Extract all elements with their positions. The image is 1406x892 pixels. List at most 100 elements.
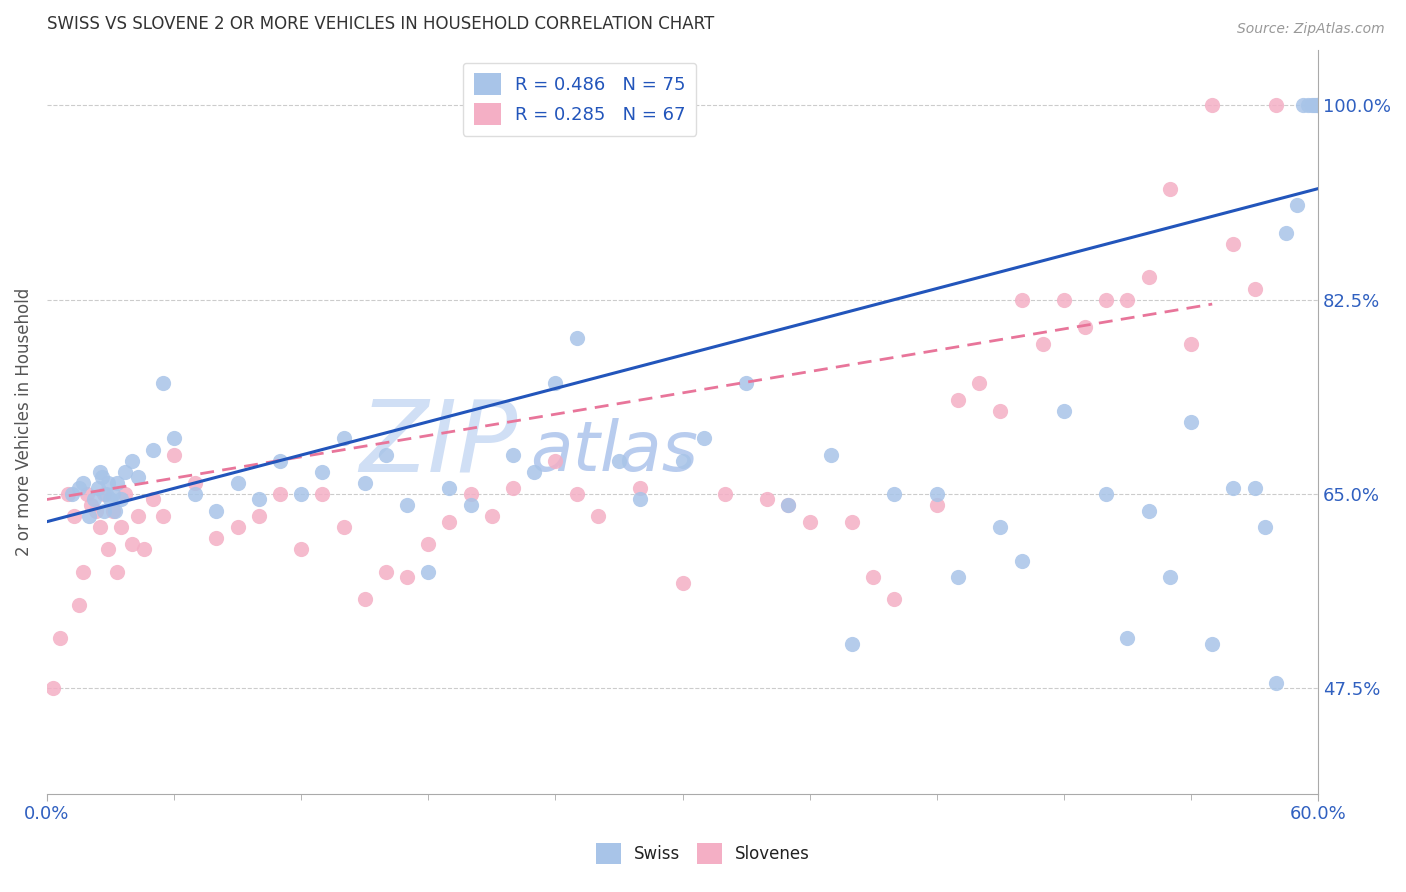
Point [101,503,124,517]
Point [841,515,863,529]
Point [142,492,165,507]
Point [89,520,111,534]
Point [76,487,98,501]
Point [91,470,114,484]
Point [396,498,419,512]
Point [42,681,65,696]
Point [1074,320,1097,334]
Point [799,515,821,529]
Point [565,331,588,345]
Point [862,570,884,584]
Point [163,448,186,462]
Point [247,492,270,507]
Point [311,465,333,479]
Point [56,487,79,501]
Point [110,492,132,507]
Point [97,475,120,490]
Point [544,453,567,467]
Point [114,465,136,479]
Point [121,537,143,551]
Point [671,575,693,590]
Point [87,481,110,495]
Point [1032,337,1054,351]
Point [121,453,143,467]
Point [1116,632,1139,646]
Point [93,487,115,501]
Point [374,448,396,462]
Point [1264,98,1286,112]
Text: SWISS VS SLOVENE 2 OR MORE VEHICLES IN HOUSEHOLD CORRELATION CHART: SWISS VS SLOVENE 2 OR MORE VEHICLES IN H… [46,15,714,33]
Point [60,487,83,501]
Point [502,448,524,462]
Point [101,487,124,501]
Point [1254,520,1277,534]
Point [72,475,94,490]
Text: Source: ZipAtlas.com: Source: ZipAtlas.com [1237,22,1385,37]
Point [1095,487,1118,501]
Point [247,509,270,524]
Point [226,475,249,490]
Point [1201,98,1223,112]
Point [110,520,132,534]
Point [1116,293,1139,307]
Point [1180,337,1202,351]
Point [1308,98,1330,112]
Point [396,570,419,584]
Point [152,376,174,390]
Text: atlas: atlas [530,418,697,485]
Point [134,542,156,557]
Point [100,492,122,507]
Point [205,503,228,517]
Point [1302,98,1324,112]
Point [502,481,524,495]
Point [83,492,105,507]
Point [692,431,714,445]
Point [565,487,588,501]
Point [1053,403,1076,417]
Point [96,487,118,501]
Point [1222,481,1244,495]
Point [946,570,969,584]
Point [586,509,609,524]
Point [460,487,482,501]
Point [93,503,115,517]
Point [311,487,333,501]
Point [523,465,546,479]
Point [946,392,969,407]
Point [1137,503,1160,517]
Point [1275,226,1298,240]
Point [80,498,103,512]
Point [114,487,136,501]
Point [104,503,127,517]
Point [1308,98,1330,112]
Point [1137,270,1160,285]
Point [1201,637,1223,651]
Point [714,487,737,501]
Point [778,498,800,512]
Y-axis label: 2 or more Vehicles in Household: 2 or more Vehicles in Household [15,287,32,556]
Point [269,487,291,501]
Point [841,637,863,651]
Point [1285,198,1308,212]
Point [127,509,149,524]
Point [332,520,354,534]
Point [142,442,165,457]
Point [1264,675,1286,690]
Point [439,481,461,495]
Point [226,520,249,534]
Legend: Swiss, Slovenes: Swiss, Slovenes [589,837,817,871]
Legend: R = 0.486   N = 75, R = 0.285   N = 67: R = 0.486 N = 75, R = 0.285 N = 67 [463,62,696,136]
Point [105,475,128,490]
Point [67,598,90,612]
Point [883,592,905,607]
Point [1159,570,1181,584]
Point [1095,293,1118,307]
Point [1308,98,1330,112]
Point [735,376,758,390]
Point [1301,98,1323,112]
Point [1243,281,1265,295]
Point [290,542,312,557]
Point [1159,181,1181,195]
Point [671,453,693,467]
Point [184,487,207,501]
